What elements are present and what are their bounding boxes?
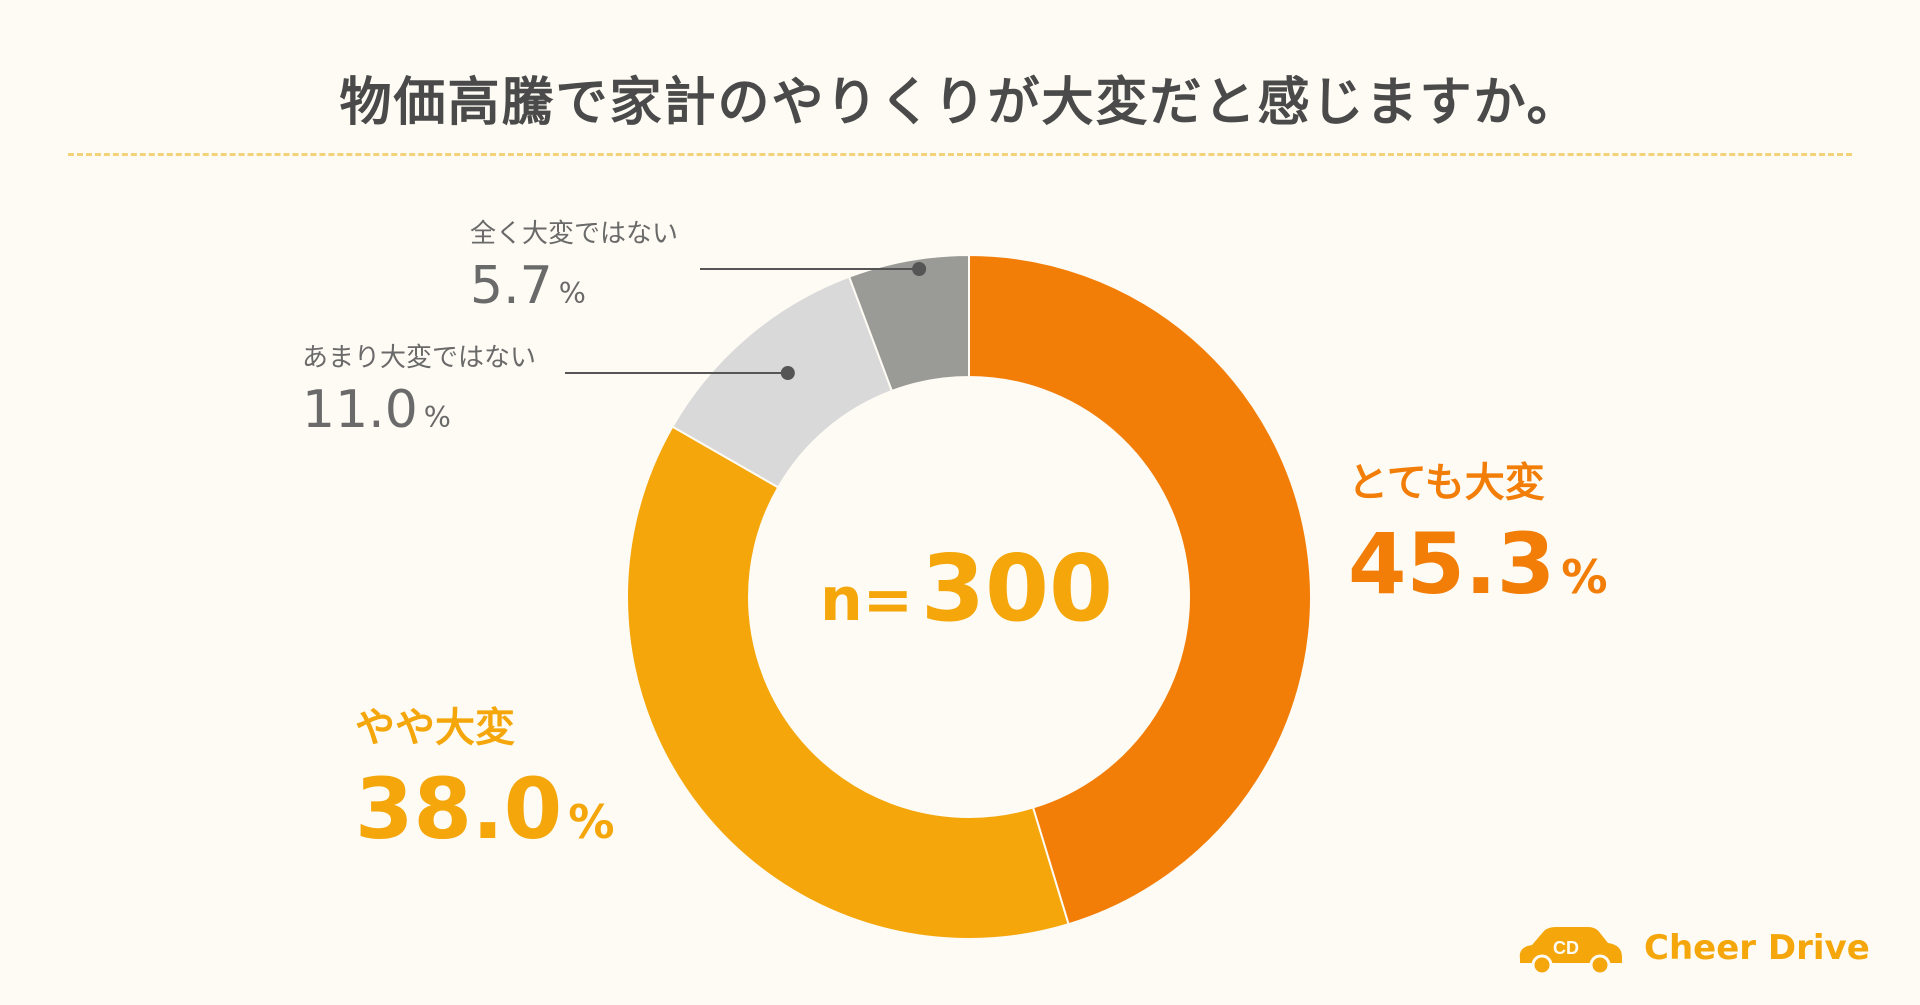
label-totemo-value-line: 45.3% [1348, 522, 1608, 606]
dashed-divider [68, 153, 1852, 156]
leader-lines [565, 262, 927, 380]
sample-size-prefix: n= [820, 565, 913, 635]
chart-title: 物価高騰で家計のやりくりが大変だと感じますか。 [339, 73, 1581, 133]
logo-mark-text: CD [1553, 938, 1579, 958]
label-mattaku: 全く大変ではない 5.7% [470, 213, 678, 312]
label-amari-name: あまり大変ではない [302, 343, 537, 373]
leader-dot-amari [780, 366, 795, 380]
label-totemo-name: とても大変 [1348, 460, 1545, 506]
label-mattaku-value-line: 5.7% [470, 260, 678, 312]
sample-size-label: n=300 [820, 535, 1120, 642]
cheer-drive-logo: CD Cheer Drive [1510, 918, 1870, 978]
label-amari-value: 11.0 [302, 380, 418, 440]
label-totemo-value: 45.3 [1348, 515, 1556, 613]
slice-totemo [968, 253, 1312, 926]
label-yaya-unit: % [568, 795, 615, 849]
label-mattaku-value: 5.7 [470, 256, 553, 316]
label-yaya-name: やや大変 [355, 705, 515, 751]
label-yaya: やや大変 38.0% [355, 695, 615, 851]
label-totemo: とても大変 45.3% [1348, 450, 1608, 606]
label-amari-unit: % [423, 400, 451, 434]
logo-name: Cheer Drive [1644, 928, 1870, 968]
label-amari: あまり大変ではない 11.0% [302, 337, 536, 436]
label-amari-value-line: 11.0% [302, 384, 536, 436]
donut-slices [626, 253, 1312, 940]
label-mattaku-name: 全く大変ではない [470, 219, 679, 249]
label-yaya-value-line: 38.0% [355, 767, 615, 851]
label-yaya-value: 38.0 [355, 760, 563, 858]
slice-mattaku [847, 253, 970, 393]
label-mattaku-unit: % [558, 276, 586, 310]
label-totemo-unit: % [1561, 550, 1608, 604]
car-icon: CD [1519, 927, 1622, 976]
leader-dot-mattaku [912, 262, 927, 276]
slice-yaya [626, 425, 1070, 940]
sample-size-value: 300 [921, 535, 1114, 642]
